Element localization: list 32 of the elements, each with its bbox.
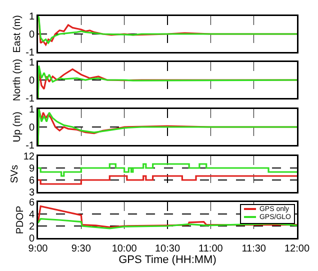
y-tick-label: 2 [28, 222, 35, 232]
x-tick-label: 11:30 [242, 244, 266, 254]
y-tick-label: -1 [26, 48, 35, 58]
line-series [38, 109, 297, 145]
y-tick-label: 12 [23, 152, 35, 162]
x-tick-label: 10:00 [112, 244, 138, 254]
y-tick-label: 6 [28, 176, 35, 186]
y-tick-label: 3 [28, 188, 35, 198]
x-tick-label: 9:30 [71, 244, 92, 254]
y-axis-title: SVs [10, 164, 21, 184]
y-tick-label: 4 [28, 210, 35, 220]
x-axis-title: GPS Time (HH:MM) [118, 254, 216, 266]
y-tick-label: -1 [26, 94, 35, 104]
y-tick-label: 0 [28, 30, 35, 40]
y-tick-label: -1 [26, 140, 35, 152]
x-tick-label: 10:30 [154, 244, 180, 254]
x-tick-label: 12:00 [284, 244, 310, 254]
y-tick-label: 0 [28, 122, 35, 134]
y-tick-label: 9 [28, 164, 35, 174]
x-tick-label: 11:00 [198, 244, 224, 254]
y-tick-label: 0 [28, 234, 35, 244]
line-series [38, 218, 297, 230]
y-axis-title: Up (m) [12, 112, 23, 142]
y-axis-title: PDOP [15, 206, 26, 234]
y-axis-title: East (m) [12, 15, 23, 53]
y-tick-label: 6 [28, 198, 35, 208]
y-tick-label: 1 [28, 12, 35, 22]
y-tick-label: 1 [28, 104, 35, 116]
y-tick-label: 0 [28, 76, 35, 86]
x-tick-label: 9:00 [28, 244, 48, 254]
y-axis-title: North (m) [12, 58, 23, 102]
y-tick-label: 1 [28, 58, 35, 68]
